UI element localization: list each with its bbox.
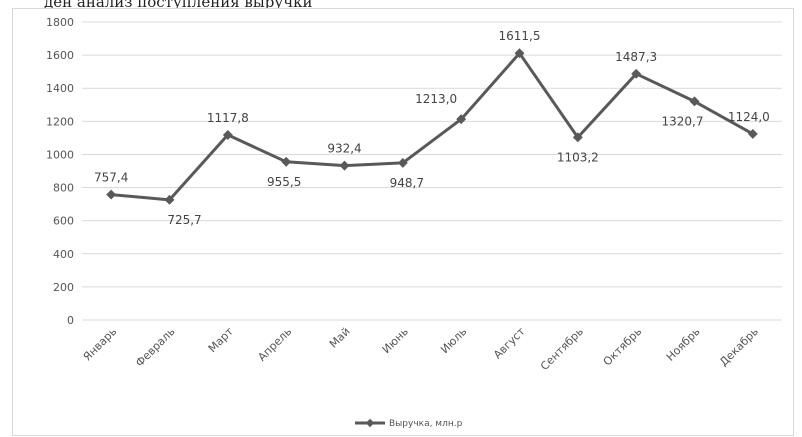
chart-frame [12,8,794,436]
data-label: 1124,0 [728,110,770,124]
data-point [164,194,175,205]
x-tick-label: Февраль [133,325,178,370]
data-label: 1487,3 [615,50,657,64]
data-point [281,156,292,167]
y-tick-label: 1600 [46,49,74,62]
y-tick-label: 800 [53,182,74,195]
legend: Выручка, млн.р [355,418,463,429]
x-tick-label: Октябрь [601,325,645,369]
top-caption: ден анализ поступления выручки [44,0,313,11]
data-label: 932,4 [327,142,361,156]
grid-layer [82,21,782,321]
data-label: 757,4 [94,171,128,185]
data-point [222,129,233,140]
data-label: 1117,8 [207,111,249,125]
x-tick-label: Декабрь [717,325,761,369]
data-label: 955,5 [267,175,301,189]
data-label: 1213,0 [415,92,457,106]
data-label: 725,7 [167,213,201,227]
series-layer [106,48,758,205]
x-tick-label: Январь [81,325,120,364]
data-label: 1611,5 [499,29,541,43]
data-point [631,68,642,79]
data-point [339,160,350,171]
x-tick-label: Апрель [255,325,294,364]
x-tick-label: Март [206,325,237,356]
data-point [514,48,525,59]
y-tick-label: 400 [53,248,74,261]
axis-layer: 0 200 400 600 800 1000 1200 1400 1600 1800 Январь Ф… [46,16,761,373]
x-tick-label: Август [491,325,528,362]
legend-point-marker [365,418,375,428]
y-tick-label: 0 [67,314,74,327]
x-tick-label: Июль [438,325,469,356]
data-label: 948,7 [390,176,424,190]
data-point [572,132,583,143]
data-point [689,96,700,107]
y-tick-label: 1200 [46,115,74,128]
label-layer: 757,4 725,7 1117,8 955,5 932,4 948,7 1213,0 161… [94,29,770,227]
data-point [747,128,758,139]
y-tick-label: 1400 [46,82,74,95]
data-point [397,157,408,168]
legend-label: Выручка, млн.р [389,419,463,429]
series-line [111,51,754,202]
x-tick-label: Сентябрь [538,325,586,373]
x-tick-label: Июнь [380,325,411,356]
y-tick-label: 1800 [46,16,74,29]
y-tick-label: 1000 [46,148,74,161]
data-point [106,189,117,200]
data-label: 1320,7 [662,114,704,128]
y-tick-label: 200 [53,281,74,294]
x-tick-label: Май [327,325,353,351]
data-label: 1103,2 [557,150,599,164]
y-tick-label: 600 [53,215,74,228]
x-tick-label: Ноябрь [664,325,703,364]
